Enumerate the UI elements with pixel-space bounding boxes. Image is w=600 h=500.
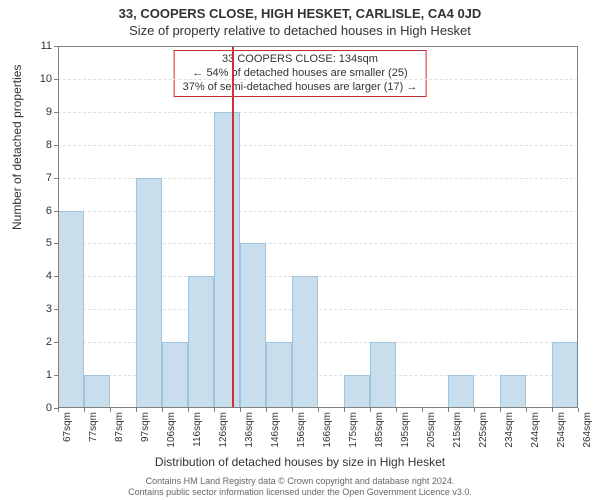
ytick-label: 4 — [22, 270, 52, 282]
footer-line2: Contains public sector information licen… — [0, 487, 600, 498]
xtick-mark — [84, 408, 85, 412]
xtick-label: 106sqm — [166, 412, 177, 448]
xtick-label: 156sqm — [296, 412, 307, 448]
xtick-label: 67sqm — [62, 412, 73, 442]
histogram-bar — [292, 276, 318, 408]
xtick-label: 205sqm — [426, 412, 437, 448]
xtick-mark — [318, 408, 319, 412]
xtick-mark — [448, 408, 449, 412]
xtick-label: 185sqm — [374, 412, 385, 448]
histogram-bar — [162, 342, 188, 408]
histogram-bar — [136, 178, 162, 408]
ytick-label: 3 — [22, 303, 52, 315]
ytick-label: 9 — [22, 106, 52, 118]
histogram-bar — [552, 342, 578, 408]
gridline — [58, 145, 578, 146]
ytick-label: 6 — [22, 205, 52, 217]
ytick-label: 11 — [22, 40, 52, 52]
gridline — [58, 79, 578, 80]
ytick-mark — [54, 46, 58, 47]
footer-line1: Contains HM Land Registry data © Crown c… — [0, 476, 600, 487]
xtick-label: 116sqm — [192, 412, 203, 447]
ytick-label: 2 — [22, 336, 52, 348]
ytick-mark — [54, 79, 58, 80]
xtick-mark — [500, 408, 501, 412]
xtick-label: 77sqm — [88, 412, 99, 442]
xtick-label: 244sqm — [530, 412, 541, 448]
xtick-label: 126sqm — [218, 412, 229, 448]
xtick-mark — [214, 408, 215, 412]
xtick-mark — [292, 408, 293, 412]
xtick-label: 234sqm — [504, 412, 515, 448]
ytick-label: 8 — [22, 139, 52, 151]
footer: Contains HM Land Registry data © Crown c… — [0, 476, 600, 498]
ytick-mark — [54, 145, 58, 146]
xtick-mark — [344, 408, 345, 412]
x-axis-label: Distribution of detached houses by size … — [0, 455, 600, 469]
histogram-bar — [214, 112, 240, 408]
chart-container: 33, COOPERS CLOSE, HIGH HESKET, CARLISLE… — [0, 0, 600, 500]
histogram-bar — [344, 375, 370, 408]
xtick-label: 87sqm — [114, 412, 125, 442]
ytick-label: 10 — [22, 73, 52, 85]
page-subtitle: Size of property relative to detached ho… — [0, 21, 600, 38]
xtick-mark — [578, 408, 579, 412]
xtick-mark — [240, 408, 241, 412]
page-title: 33, COOPERS CLOSE, HIGH HESKET, CARLISLE… — [0, 0, 600, 21]
xtick-mark — [266, 408, 267, 412]
xtick-mark — [396, 408, 397, 412]
histogram-bar — [188, 276, 214, 408]
ytick-label: 0 — [22, 402, 52, 414]
gridline — [58, 112, 578, 113]
plot-inner: 0123456789101167sqm77sqm87sqm97sqm106sqm… — [58, 46, 578, 408]
xtick-label: 195sqm — [400, 412, 411, 448]
xtick-label: 215sqm — [452, 412, 463, 448]
xtick-mark — [370, 408, 371, 412]
xtick-mark — [162, 408, 163, 412]
xtick-label: 225sqm — [478, 412, 489, 448]
xtick-mark — [58, 408, 59, 412]
xtick-label: 166sqm — [322, 412, 333, 448]
histogram-bar — [266, 342, 292, 408]
xtick-mark — [422, 408, 423, 412]
xtick-mark — [136, 408, 137, 412]
xtick-label: 264sqm — [582, 412, 593, 448]
histogram-bar — [500, 375, 526, 408]
ytick-mark — [54, 112, 58, 113]
histogram-bar — [240, 243, 266, 408]
ytick-label: 7 — [22, 172, 52, 184]
histogram-bar — [84, 375, 110, 408]
xtick-label: 146sqm — [270, 412, 281, 448]
ytick-label: 1 — [22, 369, 52, 381]
xtick-mark — [474, 408, 475, 412]
xtick-mark — [110, 408, 111, 412]
marker-line — [232, 46, 234, 408]
ytick-label: 5 — [22, 237, 52, 249]
xtick-label: 97sqm — [140, 412, 151, 442]
xtick-label: 175sqm — [348, 412, 359, 448]
xtick-mark — [552, 408, 553, 412]
plot-area: 0123456789101167sqm77sqm87sqm97sqm106sqm… — [58, 46, 578, 408]
xtick-mark — [188, 408, 189, 412]
ytick-mark — [54, 178, 58, 179]
histogram-bar — [58, 211, 84, 408]
histogram-bar — [448, 375, 474, 408]
xtick-label: 254sqm — [556, 412, 567, 448]
xtick-mark — [526, 408, 527, 412]
xtick-label: 136sqm — [244, 412, 255, 448]
histogram-bar — [370, 342, 396, 408]
